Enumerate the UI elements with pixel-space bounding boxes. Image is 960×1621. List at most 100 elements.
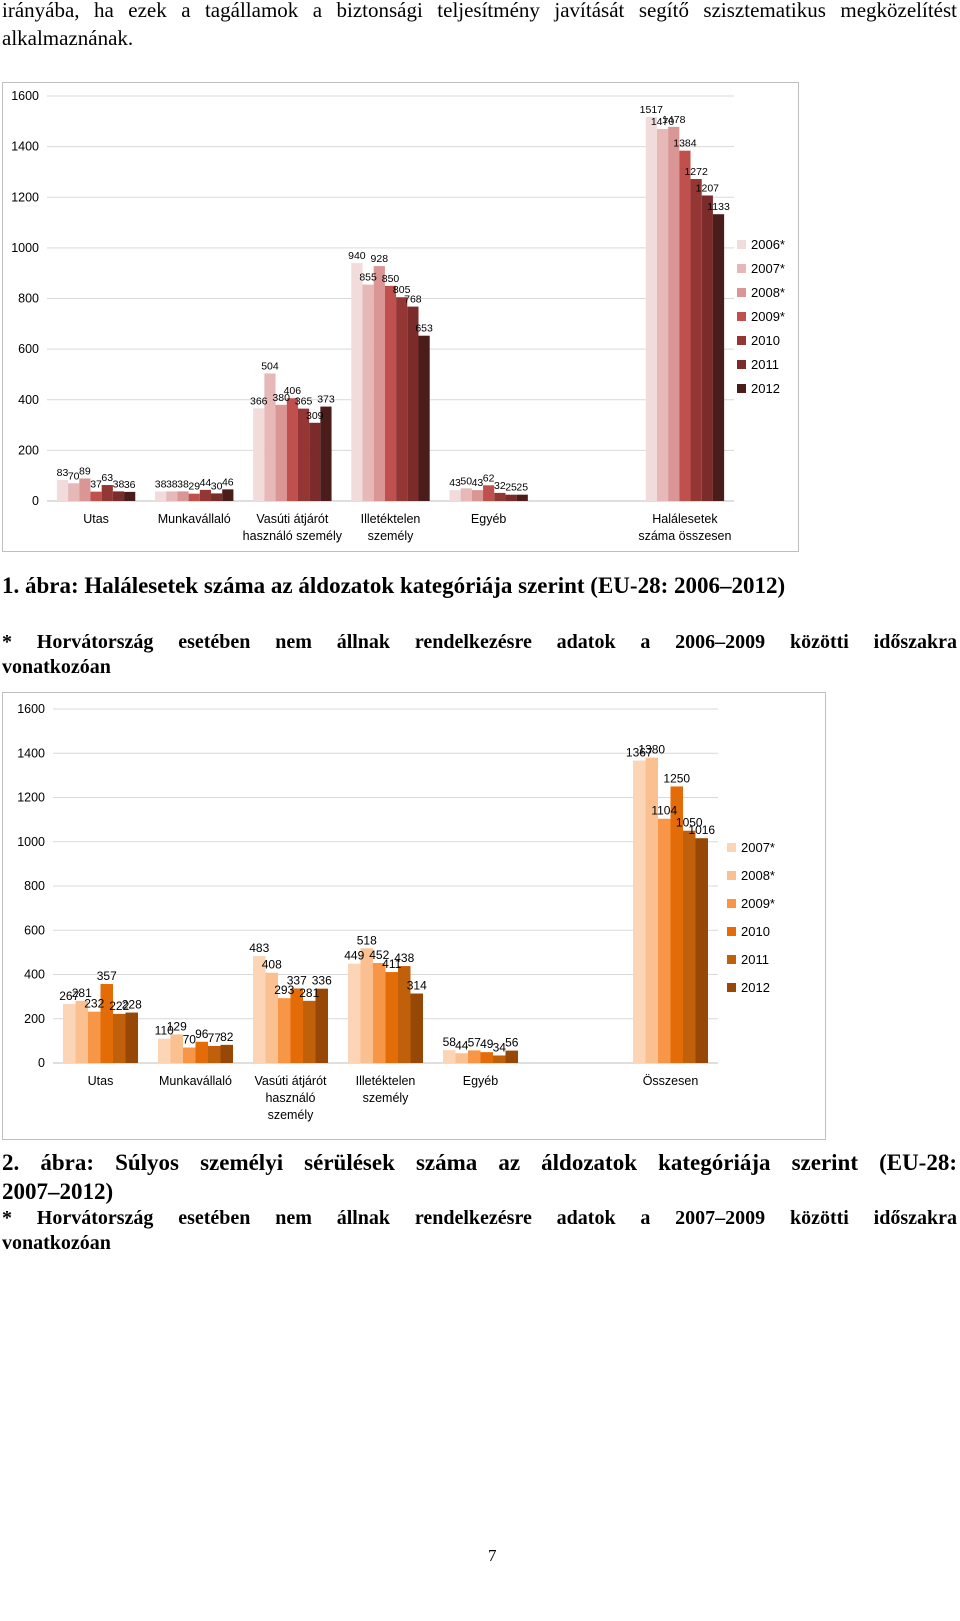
page-number: 7 <box>488 1546 497 1565</box>
chart2-data-label: 1380 <box>638 743 665 757</box>
chart2-data-label: 129 <box>167 1019 187 1033</box>
chart2-data-label: 232 <box>84 997 104 1011</box>
chart2-bar <box>63 1003 76 1063</box>
chart2-data-label: 110 <box>155 1024 174 1038</box>
chart1-y-tick-label: 1600 <box>11 89 39 103</box>
chart1-x-tick-label: Vasúti átjárót <box>256 512 329 526</box>
chart1-data-label: 850 <box>382 273 400 285</box>
chart1-x-tick-label: Halálesetek <box>652 512 718 526</box>
chart2-legend-swatch <box>727 983 736 992</box>
chart2-data-label: 337 <box>287 973 307 987</box>
chart1-data-label: 29 <box>188 481 200 493</box>
chart2-bar <box>208 1045 221 1063</box>
chart1-data-label: 768 <box>404 294 422 306</box>
chart2-legend-label: 2011 <box>741 952 769 967</box>
chart2-bar <box>505 1050 518 1063</box>
chart2-bar <box>125 1012 138 1063</box>
chart1-y-tick-label: 600 <box>18 342 39 356</box>
chart2-bar <box>373 962 386 1063</box>
chart1-legend-label: 2007* <box>751 261 785 276</box>
chart1-bars <box>56 117 725 502</box>
chart1-y-tick-label: 400 <box>18 393 39 407</box>
chart2-legend-label: 2007* <box>741 840 775 855</box>
chart1-bar <box>56 479 69 501</box>
chart2-data-label: 281 <box>299 986 319 1000</box>
chart2-bar <box>100 984 113 1063</box>
chart2-bar <box>695 838 708 1063</box>
chart1-legend-swatch <box>737 240 746 249</box>
chart1-bar <box>656 128 669 501</box>
chart2-bar <box>290 988 303 1063</box>
chart1-bar <box>188 493 200 501</box>
chart1-bar <box>155 491 167 501</box>
chart2-bar <box>455 1053 468 1063</box>
chart1-y-tick-label: 1200 <box>11 190 39 204</box>
chart1-bar <box>645 117 657 502</box>
chart2-data-label: 452 <box>369 948 389 962</box>
figure2-note: * Horvátország esetében nem állnak rende… <box>2 1206 957 1256</box>
chart2-bar <box>385 972 398 1063</box>
chart2-y-tick-label: 800 <box>24 879 45 893</box>
chart1-legend-label: 2011 <box>751 357 779 372</box>
chart1-data-label: 366 <box>250 395 268 407</box>
chart2-bar <box>493 1055 506 1063</box>
chart2-legend-swatch <box>727 843 736 852</box>
chart1-data-label: 43 <box>449 477 461 489</box>
chart2-bar <box>658 818 671 1063</box>
chart2-bar <box>88 1011 101 1063</box>
chart2-x-tick-label: személy <box>363 1091 410 1105</box>
chart2-data-label: 96 <box>195 1027 209 1041</box>
chart1-bar <box>516 494 528 501</box>
chart1-bar <box>449 490 461 501</box>
figure2-note-line2: vonatkozóan <box>2 1232 111 1254</box>
chart1-data-label: 1133 <box>707 201 730 213</box>
chart1-legend-swatch <box>737 384 746 393</box>
chart1-data-label: 309 <box>306 410 324 422</box>
chart1-legend-swatch <box>737 336 746 345</box>
chart2-x-tick-label: használó <box>265 1091 315 1105</box>
chart1-y-tick-label: 200 <box>18 443 39 457</box>
chart1-data-label: 89 <box>79 465 91 477</box>
chart2-data-label: 222 <box>109 999 129 1013</box>
chart2-data-label: 267 <box>59 989 79 1003</box>
chart1-bar <box>264 373 276 501</box>
chart2-data-label: 438 <box>394 951 414 965</box>
chart2-y-tick-label: 1200 <box>17 791 45 805</box>
intro-paragraph: irányába, ha ezek a tagállamok a biztons… <box>2 0 957 50</box>
chart2-bar <box>670 786 683 1063</box>
chart1-y-tick-label: 800 <box>18 292 39 306</box>
chart2-bar <box>398 966 411 1063</box>
chart1-data-label: 38 <box>155 478 167 490</box>
chart2-bar <box>278 998 291 1063</box>
chart2-data-label: 1050 <box>676 816 703 830</box>
figure2-note-line1: * Horvátország esetében nem állnak rende… <box>2 1207 957 1229</box>
chart1-y-tick-label: 1400 <box>11 140 39 154</box>
chart1-data-label: 38 <box>166 478 178 490</box>
chart2-bar <box>360 948 373 1063</box>
chart1-bar <box>362 284 374 501</box>
chart1-bar <box>101 485 113 501</box>
chart1-bar <box>177 491 189 501</box>
chart1-data-label: 380 <box>272 392 290 404</box>
chart2-bars <box>63 757 708 1063</box>
chart1-x-tick-label: száma összesen <box>638 529 731 543</box>
chart1-bar <box>396 297 408 501</box>
chart2-data-label: 44 <box>455 1038 469 1052</box>
chart1-data-label: 25 <box>505 482 517 494</box>
figure2-caption-line2: 2007–2012) <box>2 1179 114 1204</box>
chart2-data-label: 314 <box>407 979 427 993</box>
chart2-x-tick-label: Illetéktelen <box>356 1074 416 1088</box>
chart2-y-tick-label: 200 <box>24 1012 45 1026</box>
chart1-data-label: 1272 <box>684 166 708 178</box>
chart2-data-label: 281 <box>72 986 92 1000</box>
chart1-data-label: 1470 <box>651 116 675 128</box>
chart2-data-label: 82 <box>220 1030 234 1044</box>
serious-injuries-chart-svg: 0200400600800100012001400160026728123235… <box>17 702 775 1122</box>
chart2-bar <box>170 1034 183 1063</box>
chart1-bar <box>112 491 125 501</box>
chart2-bar <box>410 993 423 1063</box>
chart1-x-tick-label: használó személy <box>243 529 343 543</box>
chart1-data-label: 36 <box>124 479 136 491</box>
